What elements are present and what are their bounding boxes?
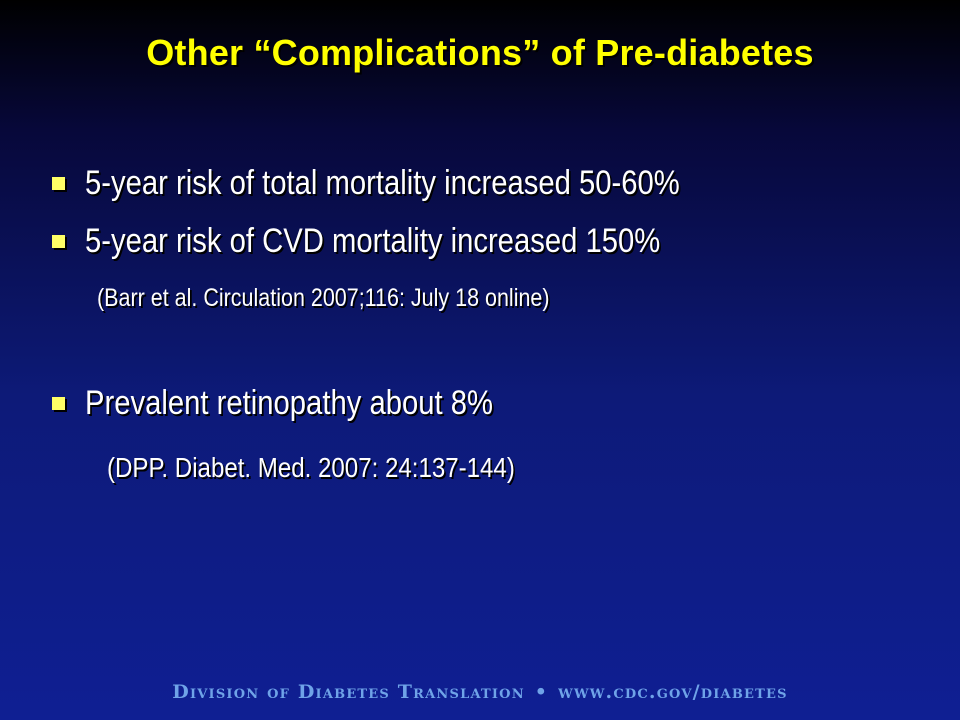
footer: Division of Diabetes Translation • www.cdc… (0, 681, 960, 703)
square-bullet-icon (52, 177, 65, 190)
citation-barr: (Barr et al. Circulation 2007;116: July … (97, 284, 550, 312)
footer-separator: • (534, 681, 549, 703)
slide-title: Other “Complications” of Pre-diabetes (146, 32, 814, 73)
bullet-item-total-mortality: 5-year risk of total mortality increased… (52, 164, 777, 203)
footer-division: Division of Diabetes Translation (172, 681, 525, 703)
citation-dpp: (DPP. Diabet. Med. 2007: 24:137-144) (107, 452, 515, 483)
bullet-item-retinopathy: Prevalent retinopathy about 8% (52, 384, 559, 423)
square-bullet-icon (52, 235, 65, 248)
bullet-item-cvd-mortality: 5-year risk of CVD mortality increased 1… (52, 222, 754, 261)
bullet-text: 5-year risk of CVD mortality increased 1… (85, 222, 661, 260)
square-bullet-icon (52, 397, 65, 410)
bullet-text: 5-year risk of total mortality increased… (85, 164, 680, 202)
footer-url: www.cdc.gov/diabetes (558, 681, 788, 703)
bullet-text: Prevalent retinopathy about 8% (85, 384, 494, 422)
